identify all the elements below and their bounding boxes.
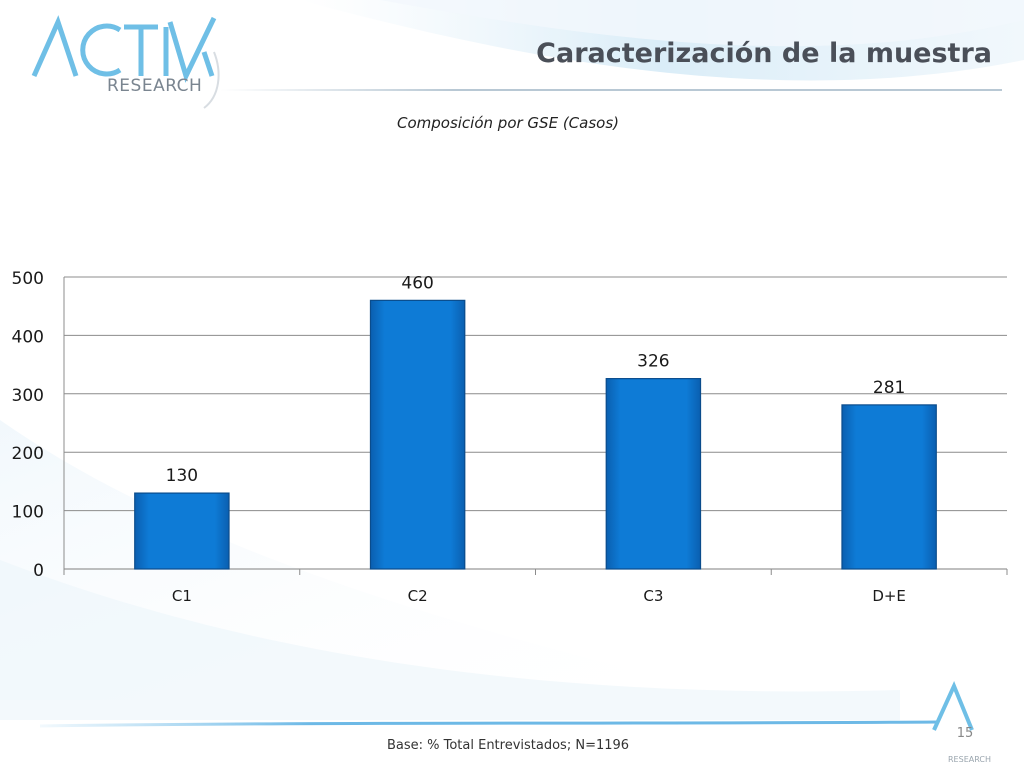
y-tick-label: 0 <box>33 561 44 581</box>
x-tick-label: C1 <box>172 587 192 605</box>
y-tick-label: 400 <box>12 327 44 347</box>
y-tick-label: 500 <box>12 269 44 289</box>
bar <box>134 492 230 570</box>
svg-text:RESEARCH: RESEARCH <box>948 755 991 764</box>
y-tick-label: 300 <box>12 386 44 406</box>
bar <box>605 378 702 570</box>
page-number: 15 <box>956 726 974 741</box>
y-tick-label: 100 <box>12 503 44 523</box>
y-tick-label: 200 <box>12 444 44 464</box>
bar <box>841 404 937 570</box>
title-divider <box>220 89 1002 91</box>
bar <box>369 299 466 570</box>
chart-title: Composición por GSE (Casos) <box>396 114 619 132</box>
data-label: 460 <box>401 273 433 293</box>
footer-logo: RESEARCH <box>932 680 991 764</box>
slide-title: Caracterización de la muestra <box>536 38 992 69</box>
x-tick-label: D+E <box>872 587 906 605</box>
x-tick-label: C3 <box>643 587 663 605</box>
data-label: 326 <box>637 352 669 372</box>
data-label: 281 <box>873 378 905 398</box>
footer-base-note: Base: % Total Entrevistados; N=1196 <box>386 738 630 753</box>
data-label: 130 <box>166 466 198 486</box>
logo-research-text: RESEARCH <box>107 76 203 96</box>
activa-logo <box>31 15 220 109</box>
x-tick-label: C2 <box>408 587 428 605</box>
